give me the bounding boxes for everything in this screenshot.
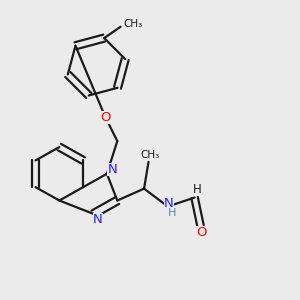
Text: O: O (100, 111, 111, 124)
Text: N: N (107, 163, 117, 176)
Text: N: N (93, 213, 103, 226)
Text: N: N (164, 197, 174, 210)
Text: CH₃: CH₃ (140, 150, 159, 160)
Text: O: O (196, 226, 207, 239)
Text: CH₃: CH₃ (123, 20, 142, 29)
Text: H: H (193, 183, 202, 196)
Text: H: H (167, 208, 176, 218)
